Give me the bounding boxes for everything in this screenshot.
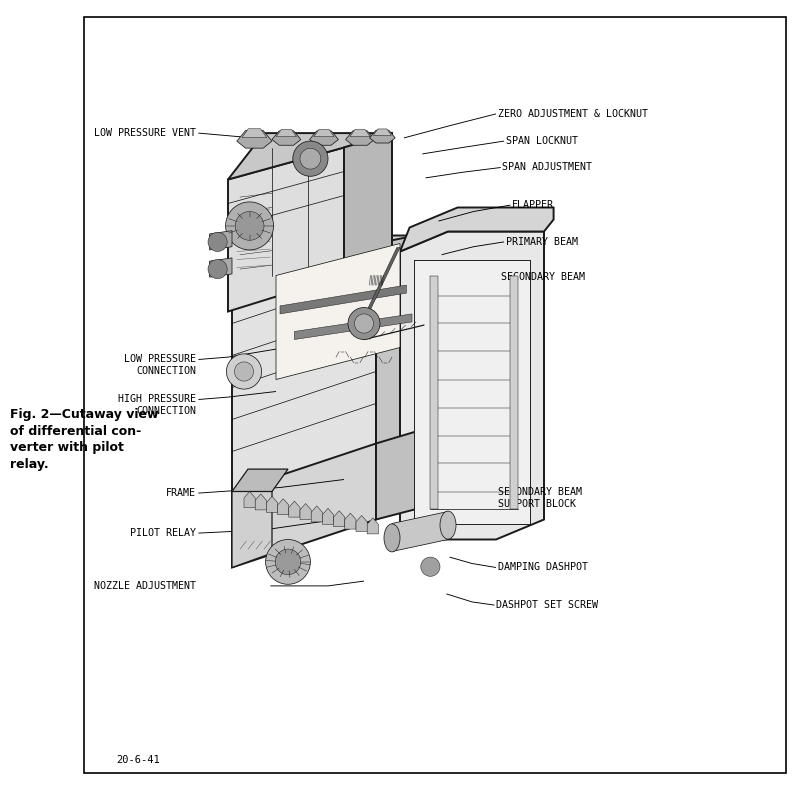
Polygon shape xyxy=(311,506,322,522)
Polygon shape xyxy=(266,496,278,512)
Polygon shape xyxy=(350,129,370,136)
Polygon shape xyxy=(289,501,300,517)
Text: PILOT RELAY: PILOT RELAY xyxy=(130,528,196,538)
Polygon shape xyxy=(376,432,416,520)
Text: NOZZLE ADJUSTMENT: NOZZLE ADJUSTMENT xyxy=(94,581,196,591)
Text: SECONDARY BEAM: SECONDARY BEAM xyxy=(501,272,585,282)
Text: FLAPPER: FLAPPER xyxy=(512,200,554,210)
Polygon shape xyxy=(210,231,232,250)
Polygon shape xyxy=(345,513,356,529)
Text: SPAN LOCKNUT: SPAN LOCKNUT xyxy=(506,136,578,146)
Circle shape xyxy=(266,540,310,584)
Polygon shape xyxy=(255,494,266,510)
Polygon shape xyxy=(322,508,334,525)
Polygon shape xyxy=(228,133,392,179)
Polygon shape xyxy=(370,130,395,143)
Circle shape xyxy=(421,557,440,576)
Polygon shape xyxy=(232,444,376,567)
Polygon shape xyxy=(232,244,376,508)
Polygon shape xyxy=(346,131,374,145)
Circle shape xyxy=(226,202,274,250)
Circle shape xyxy=(354,314,374,333)
Polygon shape xyxy=(376,236,416,459)
Circle shape xyxy=(226,354,262,389)
Polygon shape xyxy=(400,207,554,252)
Text: ZERO ADJUSTMENT & LOCKNUT: ZERO ADJUSTMENT & LOCKNUT xyxy=(498,109,648,119)
Polygon shape xyxy=(228,148,344,312)
Polygon shape xyxy=(366,248,400,312)
Circle shape xyxy=(293,141,328,176)
Polygon shape xyxy=(276,244,400,379)
Circle shape xyxy=(348,307,380,340)
Text: Fig. 2—Cutaway view
of differential con-
verter with pilot
relay.: Fig. 2—Cutaway view of differential con-… xyxy=(10,408,158,470)
Circle shape xyxy=(208,232,227,252)
Bar xyxy=(84,17,786,773)
Polygon shape xyxy=(242,129,266,137)
Polygon shape xyxy=(414,260,530,524)
Polygon shape xyxy=(367,518,378,534)
Text: 20-6-41: 20-6-41 xyxy=(116,755,160,765)
Text: DASHPOT SET SCREW: DASHPOT SET SCREW xyxy=(496,600,598,610)
Polygon shape xyxy=(232,477,272,567)
Polygon shape xyxy=(244,491,255,508)
Text: HIGH PRESSURE
CONNECTION: HIGH PRESSURE CONNECTION xyxy=(118,395,196,416)
Polygon shape xyxy=(232,236,416,291)
Text: FRAME: FRAME xyxy=(166,488,196,498)
Circle shape xyxy=(275,549,301,575)
Polygon shape xyxy=(344,133,392,275)
Polygon shape xyxy=(300,504,311,520)
Polygon shape xyxy=(278,499,289,515)
Polygon shape xyxy=(232,469,288,491)
Polygon shape xyxy=(510,275,518,509)
Circle shape xyxy=(300,148,321,169)
Polygon shape xyxy=(392,512,448,551)
Polygon shape xyxy=(400,232,544,540)
Circle shape xyxy=(235,211,264,240)
Text: PRIMARY BEAM: PRIMARY BEAM xyxy=(506,237,578,247)
Polygon shape xyxy=(374,129,391,136)
Polygon shape xyxy=(280,285,406,314)
Polygon shape xyxy=(272,131,301,145)
Text: LOW PRESSURE VENT: LOW PRESSURE VENT xyxy=(94,128,196,138)
Text: SECONDARY BEAM
SUPPORT BLOCK: SECONDARY BEAM SUPPORT BLOCK xyxy=(498,487,582,508)
Polygon shape xyxy=(314,129,334,136)
Circle shape xyxy=(208,260,227,278)
Polygon shape xyxy=(334,511,345,527)
Ellipse shape xyxy=(384,524,400,552)
Text: DAMPING DASHPOT: DAMPING DASHPOT xyxy=(498,562,587,572)
Polygon shape xyxy=(294,314,412,340)
Polygon shape xyxy=(276,129,297,136)
Polygon shape xyxy=(356,516,367,532)
Circle shape xyxy=(234,362,254,381)
Ellipse shape xyxy=(440,511,456,539)
Polygon shape xyxy=(237,131,272,148)
Text: SPAN ADJUSTMENT: SPAN ADJUSTMENT xyxy=(502,162,592,173)
Text: LOW PRESSURE
CONNECTION: LOW PRESSURE CONNECTION xyxy=(124,354,196,376)
Polygon shape xyxy=(430,275,438,509)
Polygon shape xyxy=(310,131,338,145)
Polygon shape xyxy=(210,258,232,277)
